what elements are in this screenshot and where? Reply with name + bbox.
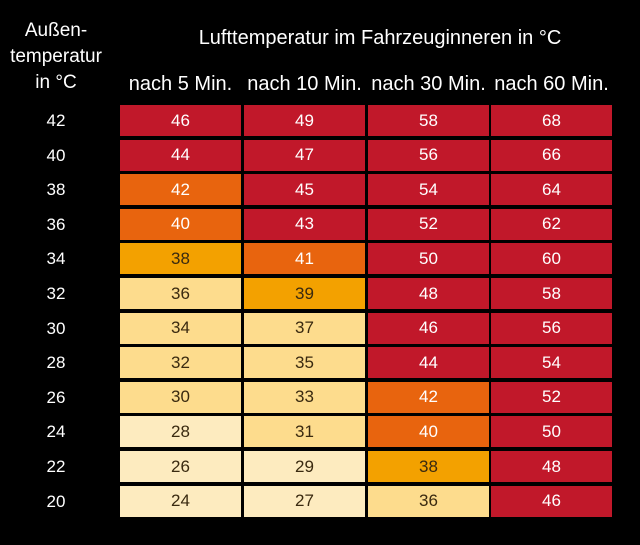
table-cell: 45 bbox=[244, 174, 365, 206]
table-cell: 56 bbox=[368, 139, 489, 171]
table-cell: 44 bbox=[120, 139, 241, 171]
table-cell: 39 bbox=[244, 278, 365, 309]
table-cell: 36 bbox=[120, 278, 241, 309]
row-label: 34 bbox=[46, 249, 66, 269]
table-cell: 37 bbox=[244, 312, 365, 344]
table-cell: 42 bbox=[368, 381, 489, 413]
row-label: 24 bbox=[46, 422, 66, 442]
table-cell: 36 bbox=[368, 485, 489, 517]
table-cell: 33 bbox=[244, 381, 365, 413]
table-cell: 38 bbox=[368, 451, 489, 482]
table-cell: 40 bbox=[368, 416, 489, 448]
table-cell: 29 bbox=[244, 451, 365, 482]
table-cell: 32 bbox=[120, 347, 241, 379]
table-title: Lufttemperatur im Fahrzeuginneren in °C bbox=[198, 27, 562, 49]
row-label: 42 bbox=[46, 111, 66, 130]
column-header: nach 60 Min. bbox=[494, 73, 609, 95]
table-cell: 28 bbox=[120, 416, 241, 448]
row-label: 36 bbox=[46, 214, 66, 234]
table-cell: 44 bbox=[368, 347, 489, 379]
table-cell: 47 bbox=[244, 139, 365, 171]
table-cell: 34 bbox=[120, 312, 241, 344]
row-label: 20 bbox=[46, 491, 66, 511]
table-cell: 31 bbox=[244, 416, 365, 448]
table-cell: 46 bbox=[491, 485, 612, 517]
table-cell: 49 bbox=[244, 105, 365, 136]
row-label: 30 bbox=[46, 318, 66, 338]
outside-temperature-header-line-1: Außen- bbox=[24, 20, 88, 41]
row-label: 22 bbox=[46, 457, 66, 476]
table-cell: 40 bbox=[120, 208, 241, 240]
table-cell: 30 bbox=[120, 381, 241, 413]
table-cell: 42 bbox=[120, 174, 241, 206]
table-cell: 52 bbox=[491, 381, 612, 413]
outside-temperature-header-line-2: temperatur bbox=[10, 46, 102, 67]
outside-temperature-header: Außen- temperatur in °C bbox=[0, 18, 112, 96]
row-label: 32 bbox=[46, 284, 66, 303]
table-cell: 58 bbox=[368, 105, 489, 136]
table-cell: 24 bbox=[120, 485, 241, 517]
table-cell: 46 bbox=[120, 105, 241, 136]
table-cell: 26 bbox=[120, 451, 241, 482]
table-cell: 56 bbox=[491, 312, 612, 344]
table-cell: 66 bbox=[491, 139, 612, 171]
table-cell: 48 bbox=[368, 278, 489, 309]
table-cell: 50 bbox=[491, 416, 612, 448]
table-cell: 46 bbox=[368, 312, 489, 344]
table-cell: 50 bbox=[368, 243, 489, 275]
column-header: nach 5 Min. bbox=[128, 73, 233, 95]
column-header: nach 10 Min. bbox=[247, 73, 362, 95]
row-label: 38 bbox=[46, 180, 66, 200]
table-cell: 41 bbox=[244, 243, 365, 275]
row-label: 26 bbox=[46, 387, 66, 407]
table-cell: 43 bbox=[244, 208, 365, 240]
table-cell: 52 bbox=[368, 208, 489, 240]
outside-temperature-header-line-3: in °C bbox=[35, 72, 77, 93]
table-cell: 58 bbox=[491, 278, 612, 309]
table-cell: 54 bbox=[491, 347, 612, 379]
table-cell: 54 bbox=[368, 174, 489, 206]
table-cell: 64 bbox=[491, 174, 612, 206]
table-cell: 48 bbox=[491, 451, 612, 482]
table-cell: 27 bbox=[244, 485, 365, 517]
column-header: nach 30 Min. bbox=[371, 73, 486, 95]
row-label: 28 bbox=[46, 353, 66, 373]
table-cell: 60 bbox=[491, 243, 612, 275]
table-cell: 35 bbox=[244, 347, 365, 379]
table-cell: 62 bbox=[491, 208, 612, 240]
row-label: 40 bbox=[46, 145, 66, 165]
table-cell: 68 bbox=[491, 105, 612, 136]
table-cell: 38 bbox=[120, 243, 241, 275]
